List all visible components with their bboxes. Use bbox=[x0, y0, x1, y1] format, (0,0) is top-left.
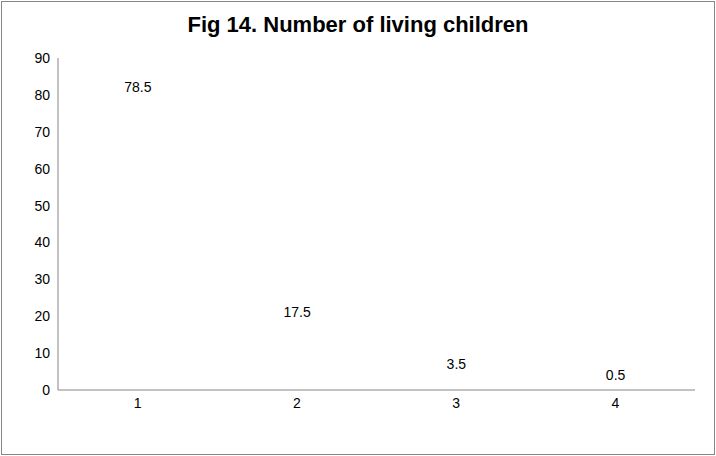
svg-text:3: 3 bbox=[452, 395, 460, 411]
svg-text:0: 0 bbox=[42, 382, 50, 398]
svg-text:17.5: 17.5 bbox=[283, 304, 310, 320]
svg-text:30: 30 bbox=[34, 271, 50, 287]
svg-text:1: 1 bbox=[134, 395, 142, 411]
svg-text:2: 2 bbox=[293, 395, 301, 411]
svg-text:10: 10 bbox=[34, 345, 50, 361]
svg-text:60: 60 bbox=[34, 161, 50, 177]
svg-text:78.5: 78.5 bbox=[124, 79, 151, 95]
svg-text:50: 50 bbox=[34, 198, 50, 214]
svg-text:90: 90 bbox=[34, 50, 50, 66]
svg-text:20: 20 bbox=[34, 308, 50, 324]
html-text:Fig 14. Number of living child: Fig 14. Number of living children bbox=[187, 12, 529, 37]
svg-text:40: 40 bbox=[34, 234, 50, 250]
svg-text:3.5: 3.5 bbox=[447, 356, 467, 372]
svg-text:70: 70 bbox=[34, 124, 50, 140]
svg-text:4: 4 bbox=[611, 395, 619, 411]
svg-text:80: 80 bbox=[34, 87, 50, 103]
svg-text:0.5: 0.5 bbox=[606, 367, 626, 383]
